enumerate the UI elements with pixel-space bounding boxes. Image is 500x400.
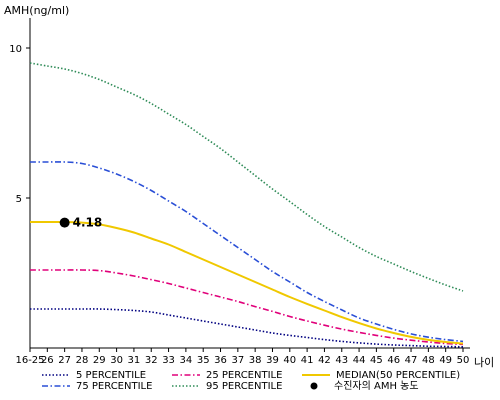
legend-label: MEDIAN(50 PERCENTILE) [336,370,460,381]
patient-point [59,217,70,228]
x-tick-label: 47 [405,355,418,366]
legend-label: 25 PERCENTILE [206,370,282,381]
y-tick-label: 10 [9,44,22,55]
legend-label: 75 PERCENTILE [76,381,152,392]
x-tick-label: 30 [110,355,123,366]
x-tick-label: 28 [76,355,89,366]
series-line-median-50-percentile [30,220,464,345]
x-tick-label: 36 [214,355,227,366]
x-tick-label: 50 [457,355,470,366]
x-tick-label: 26 [41,355,54,366]
patient-point-label: 4.18 [73,216,103,230]
x-tick-label: 40 [283,355,296,366]
x-tick-label: 35 [197,355,210,366]
legend: 5 PERCENTILE 25 PERCENTILE MEDIAN(50 PERCE… [42,370,460,392]
x-tick-label: 34 [180,355,193,366]
series-line-95-percentile [29,62,464,292]
x-tick-label: 29 [93,355,106,366]
x-tick-label: 33 [162,355,175,366]
x-tick-label: 48 [422,355,435,366]
legend-point-label: 수진자의 AMH 농도 [334,380,419,392]
x-axis-title: 나이 [474,356,494,369]
y-ticks: 5 10 [9,44,30,205]
x-tick-label: 45 [370,355,383,366]
x-tick-label: 32 [145,355,158,366]
x-tick-label: 42 [318,355,331,366]
x-tick-label: 16-25 [15,355,44,366]
x-tick-label: 27 [58,355,71,366]
y-axis-title: AMH(ng/ml) [4,4,69,17]
legend-point-marker [310,382,318,390]
series-line-75-percentile [30,161,464,343]
series-lines [29,62,464,348]
patient-point-group: 4.18 [59,216,103,230]
x-tick-label: 39 [266,355,279,366]
legend-label: 95 PERCENTILE [206,381,282,392]
x-tick-label: 41 [301,355,314,366]
series-line-5-percentile [30,308,464,348]
legend-label: 5 PERCENTILE [76,370,146,381]
y-tick-label: 5 [16,194,22,205]
x-tick-label: 46 [387,355,400,366]
x-tick-label: 44 [353,355,366,366]
x-tick-label: 37 [231,355,244,366]
x-tick-label: 31 [128,355,141,366]
x-tick-label: 43 [335,355,348,366]
x-tick-label: 49 [439,355,452,366]
x-tick-label: 38 [249,355,262,366]
